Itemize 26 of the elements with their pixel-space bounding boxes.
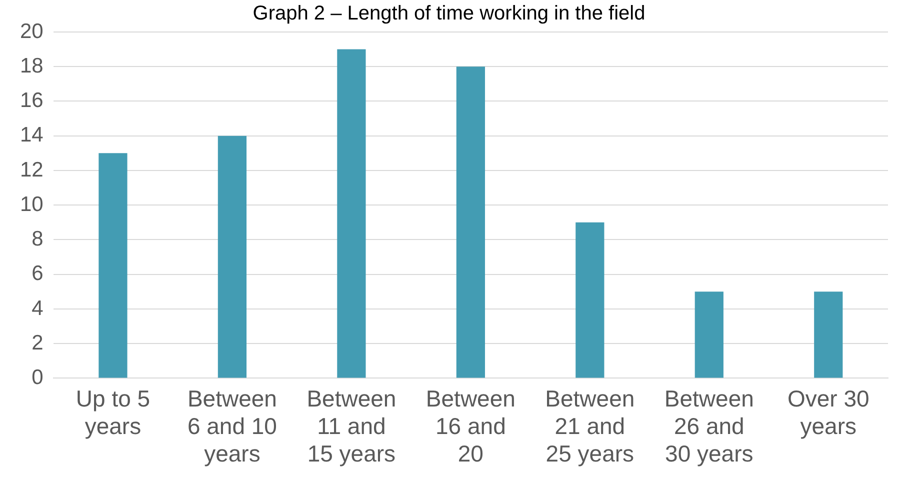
x-tick-label: Between 26 and 30 years (664, 385, 754, 467)
y-tick-label: 20 (20, 20, 44, 43)
bar (694, 292, 724, 378)
bar (98, 153, 128, 378)
bar (576, 222, 604, 378)
y-tick-label: 6 (32, 262, 44, 286)
x-tick-label: Between 21 and 25 years (545, 385, 635, 467)
y-tick-label: 12 (20, 158, 44, 182)
x-tick-label: Between 11 and 15 years (306, 385, 396, 467)
bar (814, 292, 843, 378)
x-tick-label: Over 30 years (787, 385, 870, 439)
chart-title: Graph 2 – Length of time working in the field (252, 2, 646, 25)
y-tick-label: 8 (32, 228, 44, 251)
y-tick-label: 10 (20, 192, 44, 216)
x-tick-label: Between 16 and 20 (426, 385, 516, 467)
y-tick-label: 2 (32, 331, 44, 354)
x-tick-label: Up to 5 years (76, 385, 150, 439)
y-tick-label: 14 (20, 124, 44, 147)
bar (218, 136, 247, 378)
y-tick-label: 18 (20, 54, 44, 78)
bar (456, 66, 485, 378)
y-tick-label: 0 (32, 366, 44, 389)
x-tick-label: Between 6 and 10 years (187, 385, 277, 467)
y-tick-label: 16 (20, 89, 44, 112)
bar (337, 49, 366, 378)
y-tick-label: 4 (32, 296, 44, 320)
